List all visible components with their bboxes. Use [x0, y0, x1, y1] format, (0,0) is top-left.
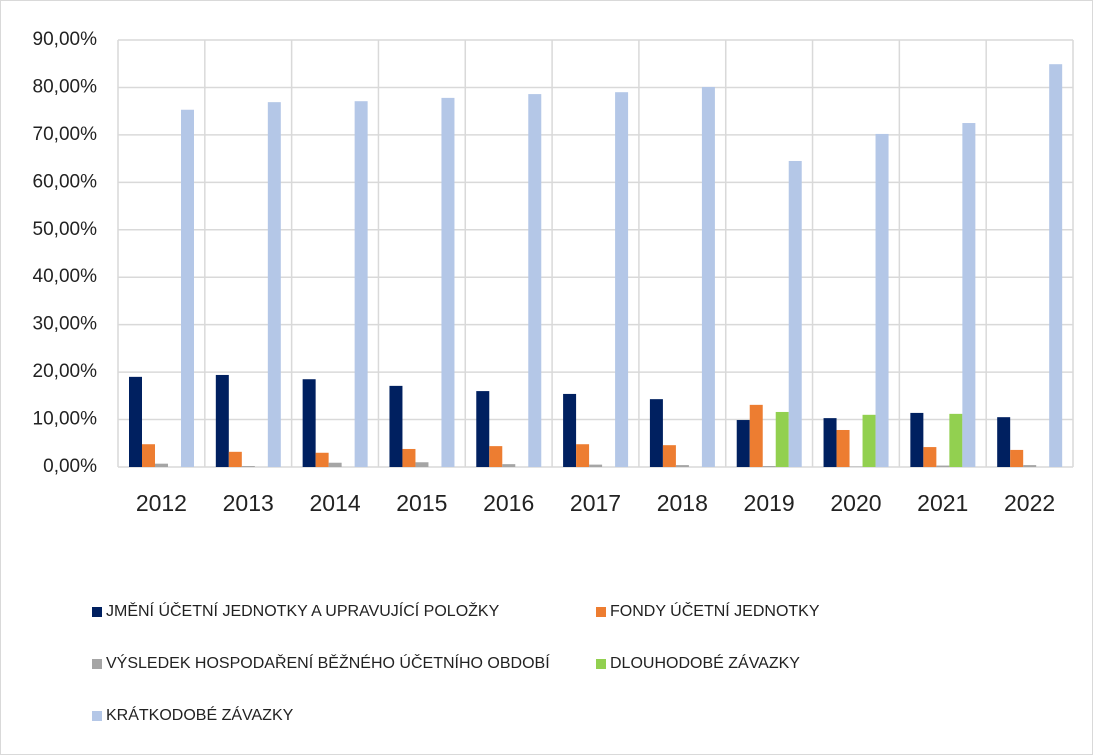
bar — [1010, 449, 1024, 467]
bar — [836, 429, 850, 467]
legend-label: FONDY ÚČETNÍ JEDNOTKY — [610, 601, 820, 620]
x-tick-label: 2014 — [309, 490, 360, 516]
y-tick-label: 70,00% — [33, 124, 98, 145]
y-tick-label: 30,00% — [33, 314, 98, 335]
bar — [389, 385, 403, 467]
bar — [215, 374, 229, 467]
bar — [328, 462, 342, 467]
bar — [736, 420, 750, 467]
bar — [576, 444, 590, 467]
legend-label: JMĚNÍ ÚČETNÍ JEDNOTKY A UPRAVUJÍCÍ POLOŽ… — [106, 601, 500, 620]
bar — [241, 466, 255, 467]
bar — [441, 97, 455, 467]
y-tick-label: 50,00% — [33, 219, 98, 240]
bar — [528, 94, 542, 467]
bar — [875, 133, 889, 467]
legend-label: KRÁTKODOBÉ ZÁVAZKY — [106, 705, 294, 724]
bar — [949, 413, 963, 467]
y-tick-label: 80,00% — [33, 76, 98, 97]
legend-swatch — [92, 659, 102, 669]
y-tick-label: 0,00% — [43, 456, 97, 477]
x-tick-label: 2017 — [570, 490, 621, 516]
bar — [788, 160, 802, 467]
bar — [129, 376, 142, 467]
bar — [502, 464, 516, 467]
x-tick-label: 2022 — [1004, 490, 1055, 516]
bar — [142, 444, 155, 467]
bar — [923, 447, 937, 467]
bar — [563, 393, 577, 467]
bar — [997, 417, 1011, 467]
legend-swatch — [92, 607, 102, 617]
bar — [910, 412, 924, 467]
bar — [662, 445, 676, 467]
bar — [402, 448, 416, 467]
bar — [615, 92, 629, 467]
bar — [675, 465, 689, 467]
bar — [823, 418, 837, 467]
legend-swatch — [596, 607, 606, 617]
x-tick-label: 2015 — [396, 490, 447, 516]
bar — [489, 446, 503, 467]
bar — [749, 404, 763, 467]
bar — [228, 451, 242, 467]
bar — [354, 101, 368, 467]
bar — [1049, 64, 1063, 468]
bar — [476, 391, 490, 467]
bar — [181, 109, 194, 467]
x-tick-label: 2018 — [657, 490, 708, 516]
bar — [415, 462, 429, 467]
x-tick-label: 2021 — [917, 490, 968, 516]
y-tick-label: 90,00% — [33, 29, 98, 50]
bar — [589, 464, 603, 467]
x-tick-label: 2019 — [744, 490, 795, 516]
legend-swatch — [92, 711, 102, 721]
bar — [155, 463, 168, 467]
bar — [962, 123, 976, 468]
y-tick-label: 10,00% — [33, 409, 98, 430]
y-tick-label: 60,00% — [33, 171, 98, 192]
bar — [701, 86, 715, 467]
y-tick-label: 20,00% — [33, 361, 98, 382]
bar — [1023, 465, 1037, 467]
bar — [302, 379, 316, 467]
bar — [315, 452, 329, 467]
bar — [267, 102, 281, 467]
bar — [936, 465, 950, 467]
bar — [762, 466, 776, 467]
x-tick-label: 2020 — [830, 490, 881, 516]
y-tick-label: 40,00% — [33, 266, 98, 287]
legend-label: DLOUHODOBÉ ZÁVAZKY — [610, 653, 800, 672]
x-tick-label: 2013 — [223, 490, 274, 516]
bar — [862, 414, 876, 467]
bar — [775, 411, 789, 467]
x-tick-label: 2012 — [136, 490, 187, 516]
x-tick-label: 2016 — [483, 490, 534, 516]
legend-swatch — [596, 659, 606, 669]
bar — [649, 399, 663, 467]
legend-label: VÝSLEDEK HOSPODAŘENÍ BĚŽNÉHO ÚČETNÍHO OB… — [106, 653, 550, 672]
